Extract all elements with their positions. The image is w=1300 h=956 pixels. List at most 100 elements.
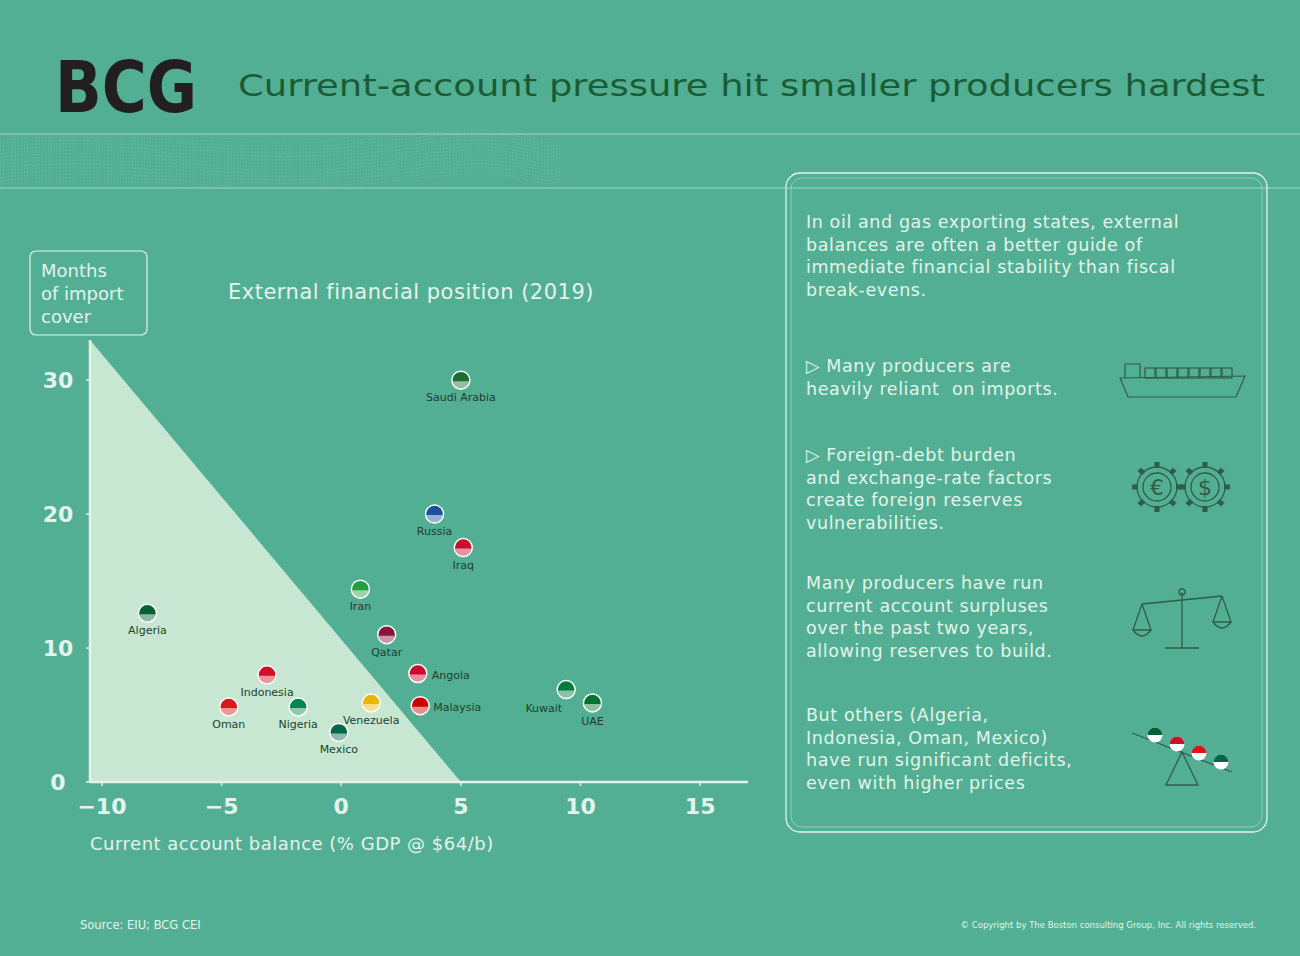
texture-line <box>0 160 560 173</box>
ship-bridge <box>1125 364 1140 378</box>
panel-text: ▷ Many producers are <box>806 356 1011 376</box>
y-tick <box>86 513 90 515</box>
panel-text: But others (Algeria, <box>806 705 989 725</box>
ship-container <box>1167 368 1177 378</box>
x-tick-label: 0 <box>334 794 349 819</box>
x-tick <box>101 782 103 786</box>
point-flag <box>221 708 237 716</box>
point-label: Indonesia <box>240 686 293 699</box>
texture <box>0 130 560 187</box>
point <box>452 371 470 389</box>
panel-text: over the past two years, <box>806 618 1034 638</box>
panel-text: heavily reliant on imports. <box>806 379 1058 399</box>
point <box>351 580 369 598</box>
header-rule <box>0 134 1300 135</box>
ship-container <box>1211 368 1221 378</box>
chart-title: External financial position (2019) <box>228 280 594 304</box>
point-flag <box>455 549 471 557</box>
texture-line <box>0 137 560 150</box>
plot-area <box>90 340 461 782</box>
panel-text: In oil and gas exporting states, externa… <box>806 212 1179 232</box>
logo: BCG <box>55 45 197 129</box>
panel-text: balances are often a better guide of <box>806 235 1143 255</box>
x-tick-label: −5 <box>205 794 239 819</box>
page: BCGCurrent-account pressure hit smaller … <box>0 0 1300 956</box>
point-flag <box>363 704 379 712</box>
panel-text: Many producers have run <box>806 573 1044 593</box>
point-flag <box>139 614 155 622</box>
ship-container <box>1189 368 1199 378</box>
gear-ring <box>1185 467 1225 507</box>
point-label: Qatar <box>371 646 402 659</box>
point <box>583 694 601 712</box>
texture-line <box>0 164 560 177</box>
ship-container <box>1145 368 1155 378</box>
point-label: UAE <box>581 715 604 728</box>
point-flag <box>331 733 347 741</box>
point-flag <box>379 636 395 644</box>
panel-text: have run significant deficits, <box>806 750 1072 770</box>
shaded-region <box>90 340 461 782</box>
point <box>409 665 427 683</box>
x-axis-label: Current account balance (% GDP @ $64/b) <box>90 833 494 854</box>
panel-text: even with higher prices <box>806 773 1025 793</box>
point-flag <box>558 691 574 699</box>
ship-container <box>1222 368 1232 378</box>
panel-text: vulnerabilities. <box>806 513 945 533</box>
point <box>454 539 472 557</box>
y-axis <box>89 340 92 782</box>
texture-line <box>0 130 560 143</box>
y-tick-label: 0 <box>50 770 65 795</box>
point-label: Saudi Arabia <box>426 391 496 404</box>
header-rule <box>0 188 1300 189</box>
ship-container <box>1178 368 1188 378</box>
point-label: Angola <box>432 669 470 682</box>
texture-line <box>0 154 560 167</box>
icon-label: € <box>1150 475 1164 500</box>
scales-frame <box>1133 592 1231 648</box>
y-axis-label: Months <box>41 260 107 281</box>
panel-text: immediate financial stability than fisca… <box>806 257 1176 277</box>
panel-text: create foreign reserves <box>806 490 1023 510</box>
icon-scales <box>1133 589 1231 648</box>
point-label: Iraq <box>453 559 475 572</box>
panel-text: Indonesia, Oman, Mexico) <box>806 728 1048 748</box>
point <box>362 694 380 712</box>
point-flag <box>427 515 443 523</box>
y-tick-label: 10 <box>43 636 74 661</box>
x-tick-label: 5 <box>453 794 468 819</box>
gear-teeth <box>1132 462 1182 512</box>
x-tick <box>699 782 701 786</box>
gear-ring <box>1137 467 1177 507</box>
point <box>258 666 276 684</box>
texture-line <box>0 133 560 146</box>
x-tick <box>580 782 582 786</box>
icon-gears: €$ <box>1132 462 1230 512</box>
panel-text: ▷ Foreign-debt burden <box>806 445 1016 465</box>
seesaw-flag-color <box>1170 737 1185 744</box>
ship-hull <box>1120 376 1245 397</box>
y-tick <box>86 379 90 381</box>
seesaw-flag-color <box>1192 746 1207 754</box>
point-flag <box>584 704 600 712</box>
point <box>289 698 307 716</box>
y-tick <box>86 647 90 649</box>
point <box>220 698 238 716</box>
point-label: Nigeria <box>278 718 317 731</box>
icon-seesaw <box>1132 728 1232 786</box>
point-label: Venezuela <box>343 714 400 727</box>
seesaw-frame <box>1132 733 1232 785</box>
gear-inner <box>1191 473 1219 501</box>
point-flag <box>259 676 275 684</box>
y-label-box <box>30 251 147 335</box>
source: Source: EIU; BCG CEI <box>80 918 201 932</box>
panel-text: current account surpluses <box>806 596 1048 616</box>
point <box>411 697 429 715</box>
ship-container <box>1200 368 1210 378</box>
texture-line <box>0 140 560 153</box>
icon-label: $ <box>1198 475 1212 500</box>
texture-line <box>0 147 560 160</box>
panel-box-inner <box>791 178 1262 827</box>
point <box>378 626 396 644</box>
y-axis-label: cover <box>41 306 92 327</box>
